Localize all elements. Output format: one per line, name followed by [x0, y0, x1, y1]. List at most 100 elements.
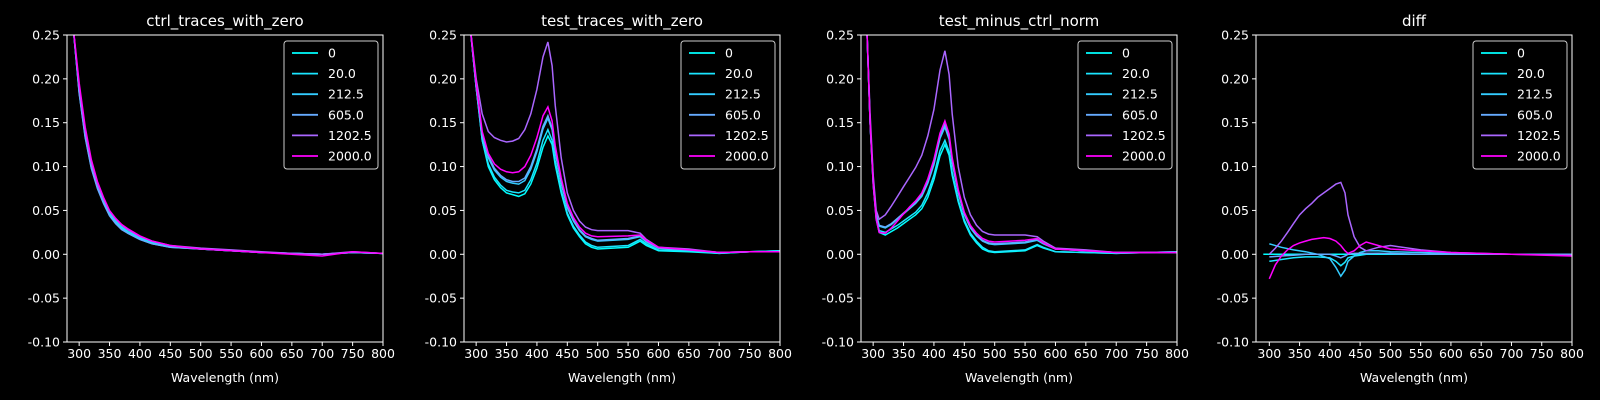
x-tick-label: 750 — [341, 346, 365, 361]
axes-frame — [1255, 34, 1573, 343]
legend-label: 1202.5 — [1517, 128, 1561, 143]
legend: 0 20.0 212.5 605.0 1202.5 2000.0 — [283, 40, 379, 170]
legend-label: 20.0 — [1122, 66, 1150, 81]
y-tick-label: -0.10 — [822, 335, 854, 350]
y-tick-label: 0.25 — [1221, 28, 1249, 43]
x-tick-label: 550 — [616, 346, 640, 361]
legend-label: 212.5 — [725, 87, 761, 102]
series-line-2000.0 — [1268, 236, 1572, 280]
legend-label: 605.0 — [725, 107, 761, 122]
y-tick-label: 0.25 — [826, 28, 854, 43]
legend-label: 212.5 — [328, 87, 364, 102]
x-tick-label: 350 — [495, 346, 519, 361]
x-tick-label: 700 — [310, 346, 334, 361]
x-tick-label: 800 — [371, 346, 395, 361]
axes-frame — [66, 34, 384, 343]
x-axis-label: Wavelength (nm) — [1360, 370, 1468, 385]
x-tick-label: 500 — [189, 346, 213, 361]
x-tick-label: 450 — [555, 346, 579, 361]
x-tick-label: 800 — [1560, 346, 1584, 361]
series-group — [470, 35, 780, 255]
series-line-212.5 — [1269, 243, 1572, 278]
chart-panel-3: 300 350 400 450 500 550 600 650 700 750 800 -0.10 -0… — [822, 12, 1189, 385]
x-tick-label: 300 — [464, 346, 488, 361]
legend-label: 605.0 — [1517, 107, 1553, 122]
y-tick-label: -0.05 — [1217, 291, 1249, 306]
x-tick-label: 300 — [1257, 346, 1281, 361]
chart-title: ctrl_traces_with_zero — [146, 12, 303, 31]
x-tick-label: 500 — [983, 346, 1007, 361]
x-tick-label: 400 — [922, 346, 946, 361]
legend-label: 20.0 — [1517, 66, 1545, 81]
chart-title: test_minus_ctrl_norm — [939, 12, 1100, 31]
series-line-1202.5 — [866, 35, 1177, 254]
y-tick-label: 0.10 — [826, 159, 854, 174]
y-tick-label: 0.15 — [429, 115, 457, 130]
y-tick-label: 0.05 — [32, 203, 60, 218]
series-line-2000.0 — [73, 35, 383, 257]
y-tick-label: 0.05 — [429, 203, 457, 218]
x-tick-label: 400 — [1318, 346, 1342, 361]
x-tick-label: 400 — [525, 346, 549, 361]
x-tick-label: 750 — [1135, 346, 1159, 361]
series-line-2000.0 — [866, 35, 1177, 254]
legend-label: 0 — [1122, 46, 1130, 61]
y-tick-label: 0.15 — [826, 115, 854, 130]
y-tick-label: 0.20 — [826, 71, 854, 86]
legend-label: 212.5 — [1517, 87, 1553, 102]
chart-panel-4: 300 350 400 450 500 550 600 650 700 750 800 -0.10 -0… — [1217, 12, 1584, 385]
x-tick-label: 700 — [1500, 346, 1524, 361]
y-tick-label: -0.05 — [822, 291, 854, 306]
y-tick-label: 0.00 — [429, 247, 457, 262]
x-tick-label: 450 — [158, 346, 182, 361]
y-tick-label: -0.10 — [28, 335, 60, 350]
y-tick-label: 0.00 — [1221, 247, 1249, 262]
x-tick-label: 450 — [1348, 346, 1372, 361]
chart-title: test_traces_with_zero — [541, 12, 703, 31]
legend-label: 1202.5 — [328, 128, 372, 143]
x-axis-label: Wavelength (nm) — [171, 370, 279, 385]
y-tick-label: 0.15 — [32, 115, 60, 130]
legend-label: 0 — [1517, 46, 1525, 61]
legend-label: 0 — [328, 46, 336, 61]
legend-label: 2000.0 — [1517, 149, 1561, 164]
axes-frame — [463, 34, 781, 343]
series-line-605.0 — [1269, 252, 1572, 259]
legend-label: 1202.5 — [1122, 128, 1166, 143]
x-axis-label: Wavelength (nm) — [965, 370, 1073, 385]
legend-label: 20.0 — [725, 66, 753, 81]
x-tick-label: 300 — [861, 346, 885, 361]
x-tick-label: 650 — [677, 346, 701, 361]
x-tick-label: 750 — [738, 346, 762, 361]
legend: 0 20.0 212.5 605.0 1202.5 2000.0 — [1077, 40, 1173, 170]
series-group — [73, 35, 383, 257]
x-tick-label: 800 — [1165, 346, 1189, 361]
x-axis-label: Wavelength (nm) — [568, 370, 676, 385]
chart-title: diff — [1402, 12, 1427, 30]
legend-label: 2000.0 — [328, 149, 372, 164]
legend: 0 20.0 212.5 605.0 1202.5 2000.0 — [680, 40, 776, 170]
legend-label: 605.0 — [1122, 107, 1158, 122]
y-tick-label: 0.05 — [826, 203, 854, 218]
y-tick-label: 0.15 — [1221, 115, 1249, 130]
chart-panel-1: 300 350 400 450 500 550 600 650 700 750 800 -0.10 -0… — [28, 12, 395, 385]
series-line-2000.0 — [470, 35, 780, 254]
x-tick-label: 350 — [892, 346, 916, 361]
x-tick-label: 350 — [98, 346, 122, 361]
y-tick-label: 0.00 — [826, 247, 854, 262]
y-tick-label: -0.10 — [1217, 335, 1249, 350]
x-tick-label: 650 — [280, 346, 304, 361]
x-tick-label: 550 — [1013, 346, 1037, 361]
x-tick-label: 700 — [707, 346, 731, 361]
y-tick-label: -0.05 — [28, 291, 60, 306]
series-line-20.0 — [470, 35, 780, 255]
axes-frame — [860, 34, 1178, 343]
y-tick-label: 0.10 — [429, 159, 457, 174]
x-tick-label: 650 — [1469, 346, 1493, 361]
x-tick-label: 750 — [1530, 346, 1554, 361]
x-tick-label: 550 — [1409, 346, 1433, 361]
x-tick-label: 800 — [768, 346, 792, 361]
y-tick-label: 0.05 — [1221, 203, 1249, 218]
y-tick-label: 0.00 — [32, 247, 60, 262]
